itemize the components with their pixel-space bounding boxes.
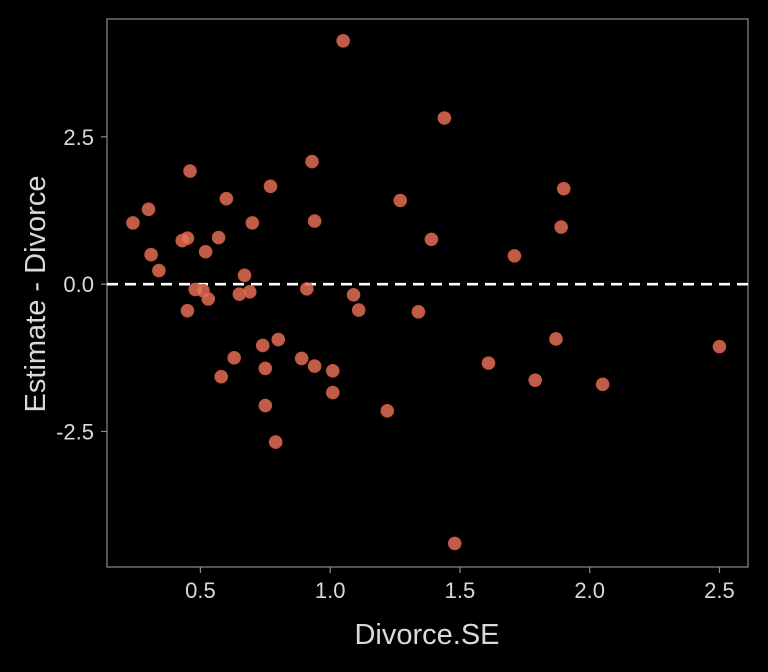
y-tick-label: -2.5: [56, 419, 94, 444]
data-point: [554, 220, 568, 234]
data-point: [595, 377, 610, 392]
plot-panel-border: [106, 18, 749, 568]
x-tick-label: 1.0: [315, 578, 346, 603]
data-point: [227, 351, 241, 365]
data-point: [351, 303, 366, 317]
data-point: [437, 111, 452, 125]
data-point: [300, 282, 314, 296]
data-point: [242, 285, 257, 299]
data-point: [214, 369, 228, 384]
data-point: [144, 247, 158, 262]
data-points: [126, 34, 727, 551]
data-point: [198, 244, 213, 259]
data-point: [528, 373, 542, 388]
data-point: [255, 338, 270, 353]
x-tick-label: 2.0: [574, 578, 605, 603]
data-point: [263, 179, 278, 194]
x-axis-title: Divorce.SE: [354, 619, 499, 651]
data-point: [180, 231, 195, 245]
data-point: [307, 214, 322, 228]
data-point: [307, 359, 322, 373]
data-point: [201, 292, 216, 306]
data-point: [126, 216, 140, 230]
y-tick-label: 2.5: [63, 125, 94, 150]
data-point: [447, 536, 462, 551]
data-point: [183, 164, 197, 178]
data-point: [393, 193, 408, 208]
data-point: [211, 230, 226, 245]
data-point: [325, 363, 340, 378]
data-point: [180, 303, 195, 318]
x-axis: 0.5 1.0 1.5 2.0 2.5: [185, 567, 735, 603]
data-point: [424, 232, 439, 247]
data-point: [258, 398, 273, 413]
data-point: [325, 385, 340, 400]
y-axis-title: Estimate - Divorce: [20, 176, 52, 413]
x-tick-label: 1.5: [445, 578, 476, 603]
data-point: [507, 249, 522, 263]
data-point: [141, 202, 156, 217]
data-point: [271, 332, 286, 347]
data-point: [556, 181, 571, 196]
x-tick-label: 2.5: [704, 578, 735, 603]
x-tick-label: 0.5: [185, 578, 216, 603]
data-point: [346, 287, 361, 302]
data-point: [268, 435, 283, 449]
data-point: [549, 332, 563, 346]
data-point: [336, 34, 350, 48]
y-axis: 2.5 0.0 -2.5: [56, 125, 107, 444]
data-point: [294, 351, 309, 366]
data-point: [152, 263, 166, 278]
y-tick-label: 0.0: [63, 272, 94, 297]
data-point: [481, 356, 496, 370]
data-point: [305, 154, 319, 169]
data-point: [245, 216, 260, 230]
data-point: [258, 361, 273, 376]
data-point: [712, 339, 727, 354]
data-point: [411, 305, 426, 319]
data-point: [380, 404, 395, 418]
data-point: [237, 268, 252, 283]
data-point: [219, 191, 234, 206]
